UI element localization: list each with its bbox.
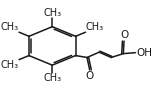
- Text: CH₃: CH₃: [1, 60, 19, 70]
- Text: O: O: [86, 71, 94, 81]
- Text: CH₃: CH₃: [85, 22, 104, 32]
- Text: CH₃: CH₃: [43, 73, 61, 83]
- Text: CH₃: CH₃: [1, 22, 19, 32]
- Text: O: O: [120, 30, 128, 40]
- Text: CH₃: CH₃: [43, 9, 61, 18]
- Text: OH: OH: [136, 48, 152, 58]
